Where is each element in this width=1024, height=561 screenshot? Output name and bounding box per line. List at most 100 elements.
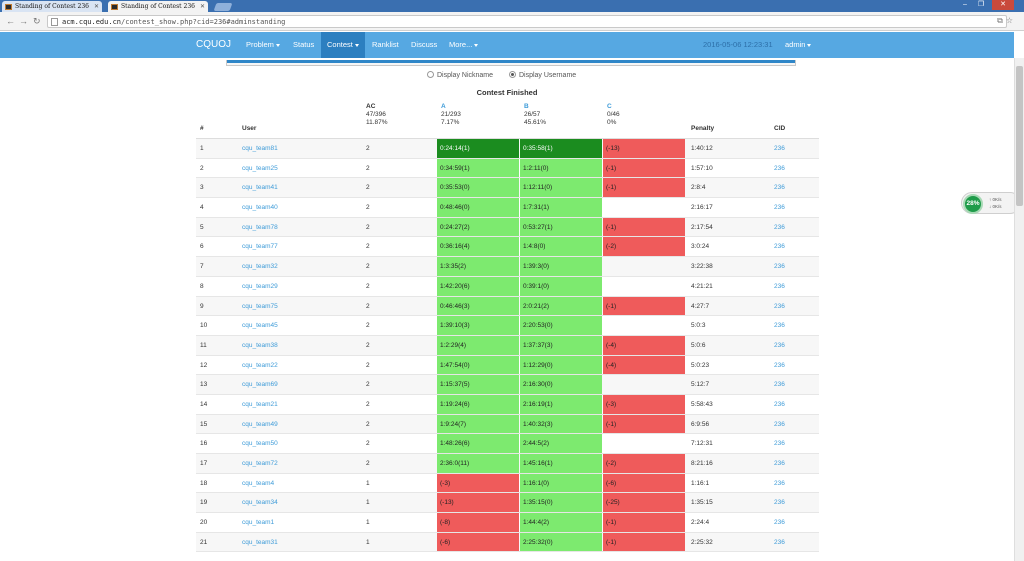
- cid-link[interactable]: 236: [774, 460, 785, 467]
- table-row: 3 cqu_team41 2 0:35:53(0) 1:12:11(0) (-1) 2:8:…: [196, 178, 819, 199]
- cid-link[interactable]: 236: [774, 538, 785, 546]
- problem-b-cell: 1:44:4(2): [520, 513, 602, 532]
- user-link[interactable]: cqu_team4: [242, 479, 275, 487]
- problem-c-cell: (-25): [603, 493, 685, 513]
- cid-link[interactable]: 236: [774, 263, 785, 271]
- penalty-cell: 1:35:15: [691, 499, 713, 507]
- cid-link[interactable]: 236: [774, 381, 785, 389]
- problem-b-cell: 1:2:11(0): [520, 158, 602, 178]
- problem-b-cell: 2:25:32(0): [520, 532, 602, 552]
- nav-problem[interactable]: Problem: [240, 32, 286, 58]
- cid-link[interactable]: 236: [774, 164, 785, 172]
- cid-link[interactable]: 236: [774, 519, 785, 527]
- header-problem-c[interactable]: C 0/46 0%: [607, 103, 620, 126]
- admin-menu[interactable]: admin: [779, 32, 817, 58]
- user-link[interactable]: cqu_team50: [242, 440, 278, 448]
- display-username-option[interactable]: Display Username: [508, 71, 576, 79]
- cid-link[interactable]: 236: [774, 282, 785, 290]
- cid-link[interactable]: 236: [774, 145, 785, 152]
- scrollbar-thumb[interactable]: [1016, 66, 1023, 206]
- user-link[interactable]: cqu_team81: [242, 145, 278, 152]
- problem-a-cell: 0:36:16(4): [437, 237, 519, 257]
- forward-icon[interactable]: →: [19, 16, 28, 26]
- user-link[interactable]: cqu_team77: [242, 243, 278, 251]
- problem-c-cell: (-1): [603, 217, 685, 237]
- problem-a-cell: 1:9:24(7): [437, 414, 519, 434]
- user-link[interactable]: cqu_team49: [242, 420, 278, 428]
- user-link[interactable]: cqu_team45: [242, 322, 278, 330]
- radio-username[interactable]: [508, 71, 516, 78]
- rank-cell: 5: [200, 223, 204, 231]
- cid-link[interactable]: 236: [774, 322, 785, 330]
- cid-link[interactable]: 236: [774, 341, 785, 349]
- penalty-cell: 3:0:24: [691, 243, 710, 251]
- nav-contest[interactable]: Contest: [321, 32, 365, 58]
- minimize-icon[interactable]: –: [963, 1, 967, 8]
- user-link[interactable]: cqu_team75: [242, 302, 278, 310]
- translate-icon[interactable]: ⧉☆: [997, 16, 1016, 25]
- rank-cell: 8: [200, 282, 204, 290]
- penalty-cell: 3:22:38: [691, 263, 713, 271]
- problem-c-cell: [603, 434, 685, 453]
- browser-tab-active[interactable]: Standing of Contest 236 ✕: [108, 1, 208, 12]
- header-cid: CID: [774, 125, 786, 132]
- nav-status[interactable]: Status: [293, 40, 315, 49]
- ac-count-cell: 2: [366, 302, 370, 310]
- maximize-icon[interactable]: ❐: [977, 1, 985, 8]
- table-row: 18 cqu_team4 1 (-3) 1:16:1(0) (-6) 1:16:1 236: [196, 473, 819, 494]
- page-scrollbar[interactable]: [1014, 58, 1024, 561]
- nav-more[interactable]: More...: [443, 32, 484, 58]
- cid-link[interactable]: 236: [774, 420, 785, 428]
- user-link[interactable]: cqu_team34: [242, 499, 278, 507]
- url-input[interactable]: acm.cqu.edu.cn/contest_show.php?cid=236#…: [47, 15, 1007, 28]
- user-link[interactable]: cqu_team31: [242, 538, 278, 546]
- radio-nickname[interactable]: [427, 71, 434, 78]
- problem-b-cell: 1:16:1(0): [520, 473, 602, 493]
- user-link[interactable]: cqu_team69: [242, 381, 278, 389]
- cid-link[interactable]: 236: [774, 243, 785, 251]
- header-problem-b[interactable]: B 26/57 45.61%: [524, 103, 547, 126]
- user-link[interactable]: cqu_team1: [242, 519, 275, 527]
- close-window-icon[interactable]: ✕: [992, 0, 1014, 10]
- address-bar: ← → ↻ acm.cqu.edu.cn/contest_show.php?ci…: [0, 12, 1024, 31]
- ac-count-cell: 1: [366, 538, 370, 546]
- user-link[interactable]: cqu_team78: [242, 223, 278, 231]
- cid-link[interactable]: 236: [774, 184, 785, 192]
- problem-c-cell: (-1): [603, 296, 685, 316]
- reload-icon[interactable]: ↻: [33, 16, 41, 26]
- brand-logo[interactable]: CQUOJ: [196, 39, 231, 50]
- cid-link[interactable]: 236: [774, 223, 785, 231]
- ac-count-cell: 2: [366, 440, 370, 448]
- header-problem-a[interactable]: A 21/293 7.17%: [441, 103, 461, 126]
- cid-link[interactable]: 236: [774, 400, 785, 408]
- contest-progress-fill: [227, 60, 795, 63]
- close-tab-icon[interactable]: ✕: [93, 3, 99, 10]
- user-link[interactable]: cqu_team32: [242, 263, 278, 271]
- cid-link[interactable]: 236: [774, 479, 785, 487]
- user-link[interactable]: cqu_team29: [242, 282, 278, 290]
- nav-discuss[interactable]: Discuss: [411, 40, 438, 49]
- nav-ranklist[interactable]: Ranklist: [372, 40, 399, 49]
- network-speed-widget[interactable]: 28% ↑ 0K/s ↓ 0K/s: [961, 192, 1021, 214]
- close-tab-icon[interactable]: ✕: [199, 3, 205, 10]
- cid-link[interactable]: 236: [774, 361, 785, 369]
- table-row: 21 cqu_team31 1 (-6) 2:25:32(0) (-1) 2:25:32 23…: [196, 532, 819, 553]
- user-link[interactable]: cqu_team21: [242, 400, 278, 408]
- cid-link[interactable]: 236: [774, 302, 785, 310]
- table-row: 10 cqu_team45 2 1:39:10(3) 2:20:53(0) 5:0:3 23…: [196, 316, 819, 336]
- user-link[interactable]: cqu_team41: [242, 184, 278, 192]
- user-link[interactable]: cqu_team72: [242, 460, 278, 467]
- back-icon[interactable]: ←: [6, 16, 15, 26]
- cid-link[interactable]: 236: [774, 204, 785, 212]
- display-nickname-option[interactable]: Display Nickname: [427, 71, 493, 79]
- caret-down-icon: [275, 43, 280, 47]
- user-link[interactable]: cqu_team40: [242, 204, 278, 212]
- cid-link[interactable]: 236: [774, 440, 785, 448]
- cid-link[interactable]: 236: [774, 499, 785, 507]
- user-link[interactable]: cqu_team38: [242, 341, 278, 349]
- new-tab-button[interactable]: [213, 3, 233, 11]
- user-link[interactable]: cqu_team25: [242, 164, 278, 172]
- user-link[interactable]: cqu_team22: [242, 361, 278, 369]
- browser-tab[interactable]: Standing of Contest 236 ✕: [2, 1, 102, 12]
- header-rank: #: [200, 125, 204, 132]
